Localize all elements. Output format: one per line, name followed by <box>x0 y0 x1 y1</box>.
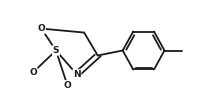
Text: O: O <box>29 68 37 77</box>
Text: O: O <box>64 81 71 90</box>
Text: N: N <box>73 70 81 79</box>
Text: S: S <box>53 46 59 55</box>
Text: O: O <box>38 24 45 33</box>
